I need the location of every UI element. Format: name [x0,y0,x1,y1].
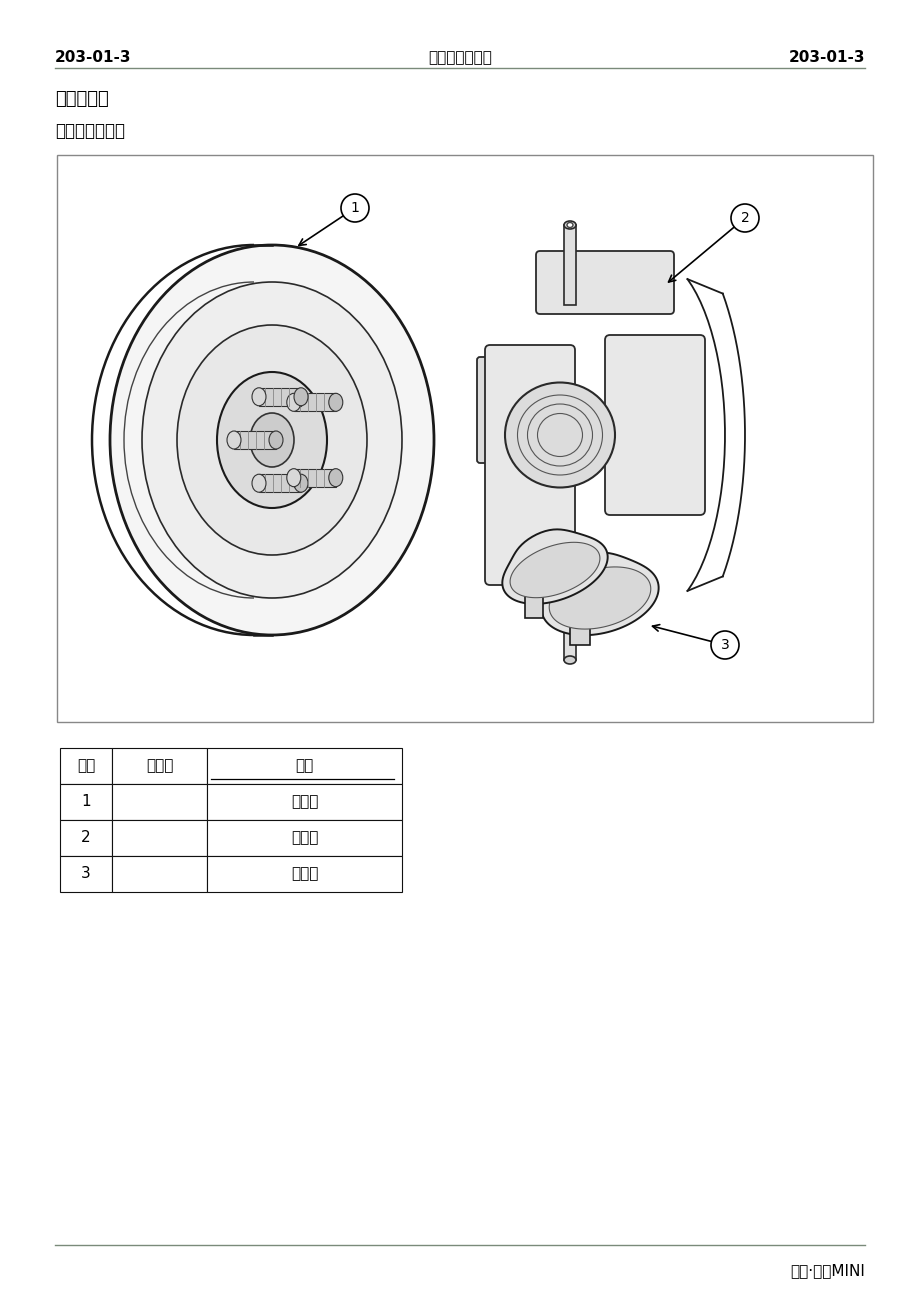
Bar [60,820,112,855]
Text: 2: 2 [81,831,91,845]
Bar [207,784,402,820]
Text: 1: 1 [350,201,359,215]
Text: 编号: 编号 [77,759,95,773]
FancyBboxPatch shape [484,345,574,585]
Text: 制动片: 制动片 [290,867,318,881]
Bar [570,615,589,644]
Bar [207,820,402,855]
Ellipse shape [227,431,241,449]
Text: 3: 3 [720,638,729,652]
Ellipse shape [294,388,308,406]
Circle shape [341,194,369,223]
Ellipse shape [252,474,266,492]
Text: 制动盘: 制动盘 [290,794,318,810]
Bar [563,225,575,305]
Ellipse shape [505,383,614,487]
Polygon shape [549,566,650,629]
Polygon shape [502,530,607,604]
Ellipse shape [287,469,301,487]
Bar [207,749,402,784]
Bar [60,855,112,892]
Bar [525,590,542,618]
Ellipse shape [328,393,343,411]
Bar [112,855,207,892]
Bar [60,749,112,784]
Text: 203-01-3: 203-01-3 [55,49,131,65]
Bar [293,393,335,411]
Bar [259,474,301,492]
Text: 203-01-3: 203-01-3 [788,49,864,65]
Ellipse shape [110,245,434,635]
Ellipse shape [328,469,343,487]
Text: 3: 3 [81,867,91,881]
Circle shape [710,631,738,659]
Ellipse shape [252,388,266,406]
Bar [233,431,276,449]
Ellipse shape [250,413,294,467]
Text: 1: 1 [81,794,91,810]
Circle shape [731,204,758,232]
Ellipse shape [287,393,301,411]
FancyBboxPatch shape [605,335,704,516]
Text: 长安·奔奔MINI: 长安·奔奔MINI [789,1263,864,1279]
Bar [293,469,335,487]
Bar [563,590,575,660]
FancyBboxPatch shape [476,357,538,464]
Text: 说明与操作: 说明与操作 [55,90,108,108]
Ellipse shape [294,474,308,492]
Ellipse shape [142,283,402,598]
Text: 制动钓: 制动钓 [290,831,318,845]
Bar [259,388,301,406]
Bar [57,155,872,723]
Text: 前轮盘式制动器: 前轮盘式制动器 [55,122,125,141]
Ellipse shape [268,431,283,449]
Text: 名称: 名称 [295,759,313,773]
Bar [112,820,207,855]
Bar [112,749,207,784]
Ellipse shape [566,223,573,228]
Text: 2: 2 [740,211,749,225]
Bar [112,784,207,820]
Ellipse shape [176,326,367,555]
Text: 零件号: 零件号 [145,759,173,773]
Ellipse shape [563,221,575,229]
Bar [60,784,112,820]
Polygon shape [509,543,599,598]
Ellipse shape [217,372,326,508]
Bar [207,855,402,892]
Text: 前轮盘式制动器: 前轮盘式制动器 [427,49,492,65]
Polygon shape [540,552,658,635]
FancyBboxPatch shape [536,251,674,314]
Ellipse shape [563,656,575,664]
